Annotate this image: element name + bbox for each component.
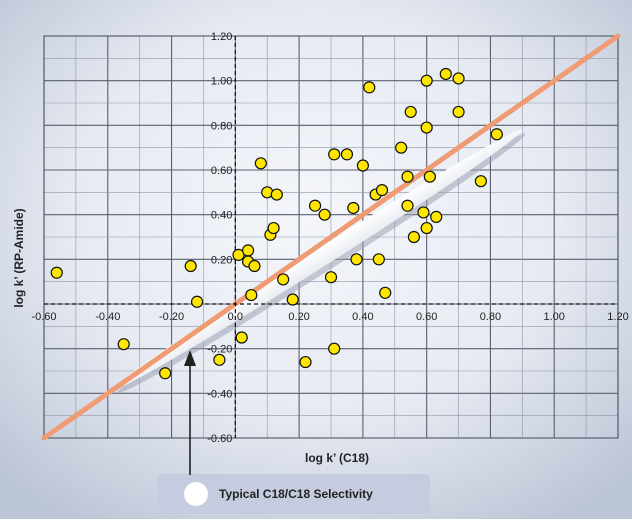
data-point	[401, 199, 414, 212]
data-point	[439, 67, 452, 81]
x-tick-label: -0.40	[95, 311, 120, 323]
data-point	[407, 230, 421, 244]
data-point	[490, 128, 503, 141]
y-tick-label: 1.00	[211, 76, 232, 88]
data-point	[452, 105, 465, 119]
data-point	[379, 286, 392, 299]
data-point	[277, 273, 290, 286]
y-tick-label: -0.20	[207, 344, 232, 356]
data-point	[213, 353, 226, 366]
data-point	[474, 175, 487, 188]
data-point	[347, 201, 360, 215]
data-point	[423, 170, 436, 183]
y-tick-label: 0.20	[211, 254, 232, 266]
data-point	[299, 355, 312, 369]
selectivity-band	[114, 129, 526, 394]
x-tick-label: 0.40	[352, 311, 373, 323]
selectivity-band-ellipse	[114, 129, 523, 390]
data-points	[50, 67, 503, 380]
y-tick-label: 0.40	[211, 210, 232, 222]
data-point	[328, 342, 341, 355]
plot-border	[43, 35, 619, 439]
callout-arrow	[184, 350, 196, 475]
x-tick-label: -0.20	[159, 311, 184, 323]
data-point	[308, 199, 322, 212]
data-point	[372, 253, 385, 266]
data-point	[286, 293, 299, 306]
x-tick-label: 1.20	[607, 311, 628, 323]
tick-labels: -0.60 -0.40 -0.20 0.0 0.20 0.40 0.60 0.80 1.00 1.…	[31, 31, 628, 445]
data-point	[184, 259, 197, 273]
data-point	[401, 170, 414, 183]
x-tick-label: 0.60	[416, 311, 437, 323]
data-point	[245, 288, 258, 302]
legend: Typical C18/C18 Selectivity	[158, 474, 430, 514]
y-tick-label: 0.80	[211, 120, 232, 132]
data-point	[452, 72, 465, 85]
trend-line-layer	[41, 33, 621, 441]
data-point	[340, 148, 354, 161]
y-axis-title: log k’ (RP-Amide)	[12, 208, 26, 307]
legend-label: Typical C18/C18 Selectivity	[219, 487, 373, 501]
data-point	[420, 221, 433, 235]
data-point	[241, 244, 255, 257]
axes	[44, 36, 618, 438]
legend-marker-icon	[184, 482, 208, 506]
data-point	[235, 331, 248, 344]
y-tick-label: 0.60	[211, 165, 232, 177]
y-tick-label: -0.40	[207, 388, 232, 400]
data-point	[356, 159, 369, 172]
data-point	[417, 206, 430, 219]
data-point	[190, 295, 204, 308]
data-point	[324, 271, 338, 284]
x-tick-label: 0.20	[288, 311, 309, 323]
data-point	[270, 188, 283, 201]
x-tick-label: 0.0	[228, 311, 243, 323]
data-point	[248, 259, 261, 273]
x-tick-label: 1.00	[544, 311, 565, 323]
data-point	[50, 266, 63, 279]
data-point	[395, 141, 408, 154]
x-tick-label: -0.60	[31, 311, 56, 323]
y-tick-label: -0.60	[207, 433, 232, 445]
data-point	[404, 105, 417, 119]
data-point	[267, 221, 280, 235]
data-point	[420, 121, 433, 134]
x-tick-label: 0.80	[480, 311, 501, 323]
data-point	[363, 81, 376, 94]
data-point	[420, 74, 433, 87]
trend-line	[41, 33, 621, 441]
data-point	[328, 148, 341, 161]
data-point	[254, 157, 267, 170]
data-point	[318, 208, 331, 221]
data-point	[375, 184, 389, 197]
data-point	[117, 338, 130, 351]
y-tick-label: 1.20	[211, 31, 232, 43]
x-axis-title: log k’ (C18)	[305, 451, 369, 465]
data-point	[430, 210, 443, 223]
legend-box	[158, 474, 430, 514]
data-point	[159, 367, 172, 380]
arrow-head-icon	[184, 350, 196, 366]
data-point	[350, 253, 363, 266]
